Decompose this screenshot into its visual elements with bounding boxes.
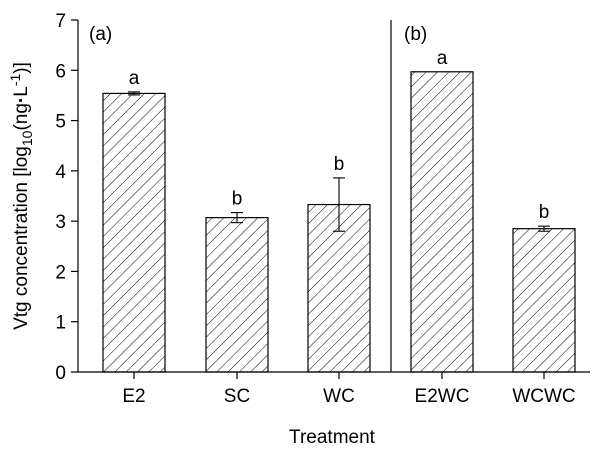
y-tick-label: 5 bbox=[55, 112, 66, 133]
y-tick-label: 6 bbox=[55, 61, 66, 82]
significance-label: b bbox=[539, 202, 550, 223]
y-axis-title-sup: -1 bbox=[7, 73, 23, 86]
x-axis-title: Treatment bbox=[289, 427, 376, 448]
y-axis-title-sub: 10 bbox=[19, 130, 35, 146]
bar-sc bbox=[205, 217, 269, 373]
significance-label: b bbox=[232, 189, 243, 210]
y-tick-label: 7 bbox=[55, 11, 66, 32]
bar-wcwc bbox=[512, 228, 576, 373]
panel-label: (a) bbox=[89, 24, 112, 45]
significance-label: a bbox=[437, 48, 448, 69]
y-tick-label: 2 bbox=[55, 262, 66, 283]
y-tick-label: 4 bbox=[55, 162, 66, 183]
x-tick-label: SC bbox=[224, 386, 250, 407]
y-axis-title: Vtg concentration [log10(ng·L-1)] bbox=[7, 62, 35, 330]
bar-e2 bbox=[102, 92, 166, 373]
y-axis-title-dot: · bbox=[11, 97, 32, 103]
y-tick-label: 1 bbox=[55, 313, 66, 334]
y-axis-title-main: Vtg concentration [log bbox=[11, 146, 32, 330]
panel-label: (b) bbox=[404, 24, 427, 45]
y-axis-title-close: )] bbox=[11, 62, 32, 74]
significance-label: b bbox=[334, 154, 345, 175]
y-axis-title-unit: L bbox=[11, 86, 32, 97]
significance-label: a bbox=[129, 68, 140, 89]
x-tick-label: E2WC bbox=[415, 386, 470, 407]
labels: (a) (b) a E2 b SC b WC a E2WC b WCWC bbox=[89, 24, 576, 407]
x-tick-label: WCWC bbox=[512, 386, 575, 407]
y-tick-label: 0 bbox=[55, 363, 66, 384]
bar-e2wc bbox=[410, 71, 474, 373]
bar-wc bbox=[307, 203, 371, 373]
x-tick-label: WC bbox=[323, 386, 355, 407]
y-axis-title-paren: (ng bbox=[11, 103, 32, 130]
y-tick-label: 3 bbox=[55, 212, 66, 233]
x-tick-label: E2 bbox=[122, 386, 145, 407]
bars bbox=[102, 71, 576, 373]
